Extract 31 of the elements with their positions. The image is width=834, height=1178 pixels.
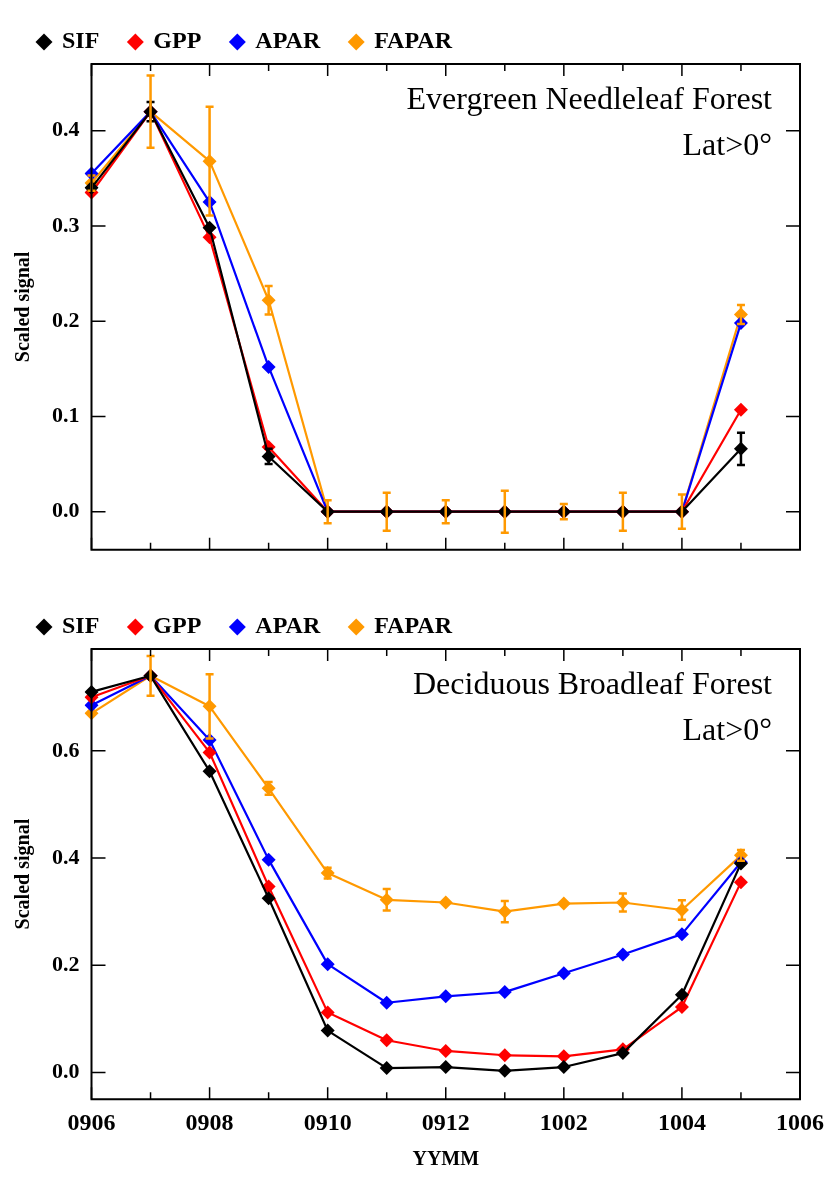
y-tick-label: 0.3 xyxy=(52,211,80,237)
y-axis-title: Scaled signal xyxy=(11,818,35,930)
x-tick-label: 0912 xyxy=(421,1108,470,1135)
x-tick-label: 0906 xyxy=(67,1108,116,1135)
x-tick-label: 1004 xyxy=(657,1108,706,1135)
y-tick-label: 0.4 xyxy=(52,116,80,142)
annotation: Lat>0° xyxy=(682,126,772,162)
y-tick-label: 0.4 xyxy=(52,843,80,869)
y-tick-label: 0.0 xyxy=(52,1058,80,1084)
y-axis-title: Scaled signal xyxy=(11,251,35,363)
legend-label: GPP xyxy=(153,612,202,639)
x-tick-label: 1002 xyxy=(539,1108,588,1135)
y-tick-label: 0.1 xyxy=(52,402,80,428)
x-axis-title: YYMM xyxy=(412,1147,480,1170)
x-tick-label: 0910 xyxy=(303,1108,352,1135)
legend-label: APAR xyxy=(255,27,321,54)
legend-label: APAR xyxy=(255,612,321,639)
legend-label: SIF xyxy=(62,27,100,54)
annotation: Deciduous Broadleaf Forest xyxy=(412,665,773,701)
y-tick-label: 0.2 xyxy=(52,950,80,976)
annotation: Lat>0° xyxy=(682,711,772,747)
legend-label: FAPAR xyxy=(374,27,453,54)
annotation: Evergreen Needleleaf Forest xyxy=(406,80,773,116)
x-tick-label: 1006 xyxy=(776,1108,824,1135)
y-tick-label: 0.6 xyxy=(52,736,80,762)
legend-label: SIF xyxy=(62,612,100,639)
y-tick-label: 0.2 xyxy=(52,306,80,332)
legend-label: FAPAR xyxy=(374,612,453,639)
y-tick-label: 0.0 xyxy=(52,497,80,523)
legend-label: GPP xyxy=(153,27,202,54)
x-tick-label: 0908 xyxy=(185,1108,234,1135)
